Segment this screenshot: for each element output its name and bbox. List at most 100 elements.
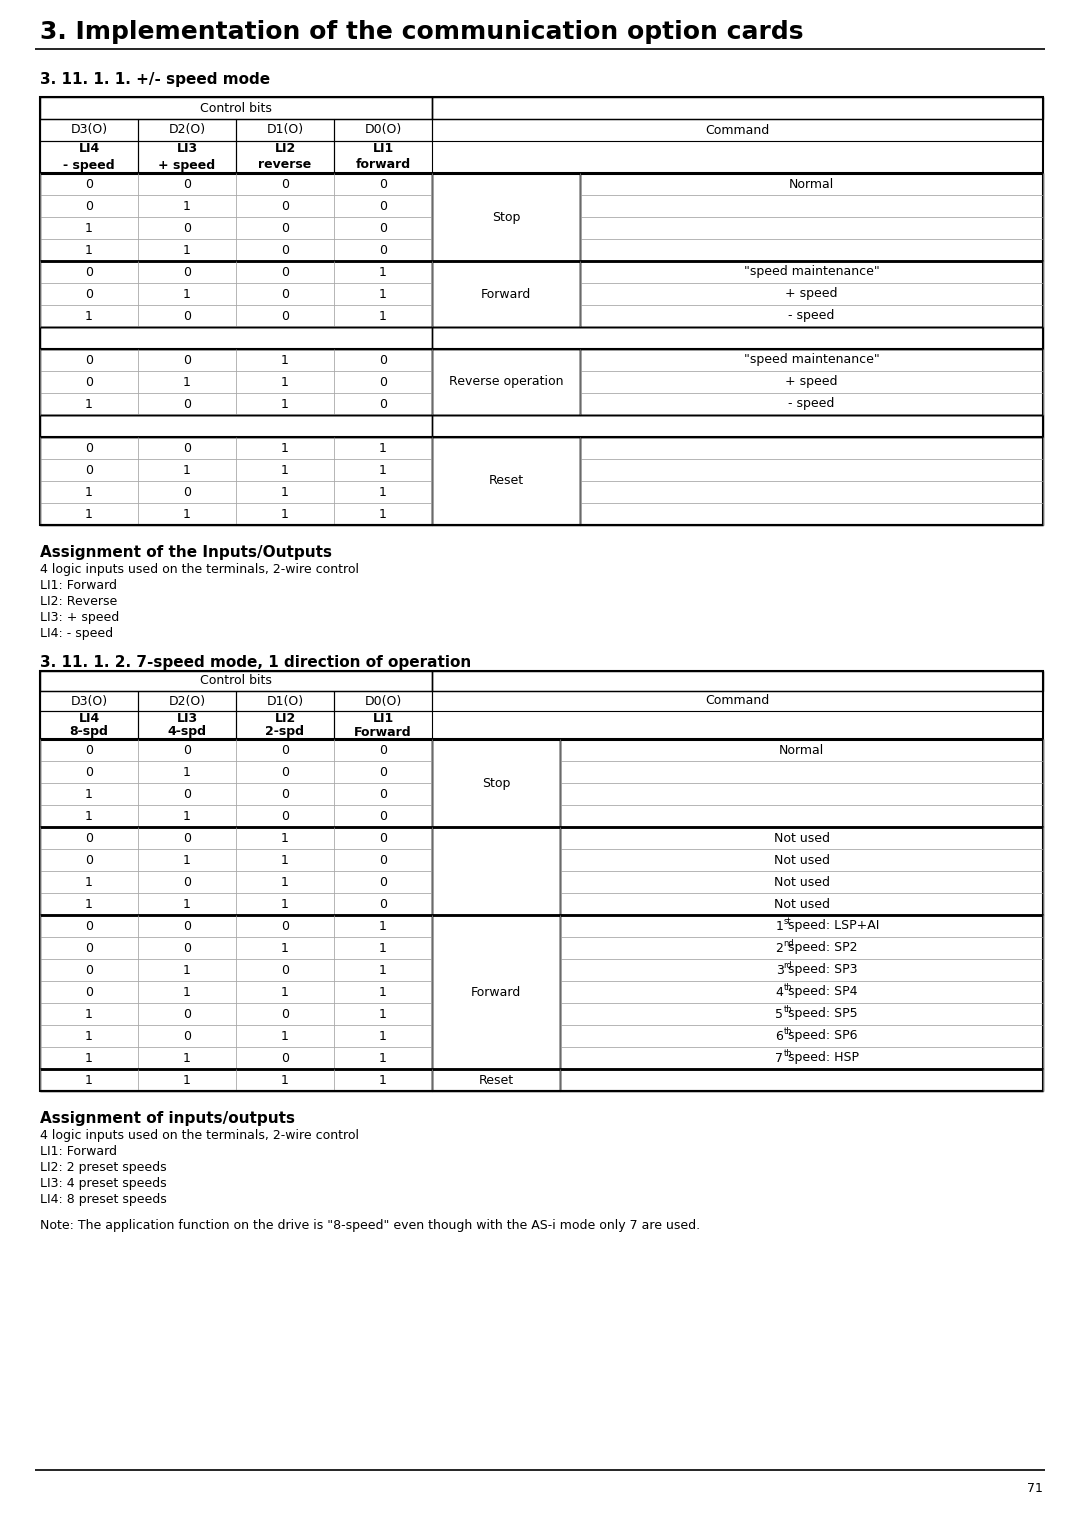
Bar <box>432 350 580 415</box>
Text: + speed: + speed <box>159 159 216 171</box>
Text: 1: 1 <box>184 964 191 976</box>
Text: 1: 1 <box>184 287 191 301</box>
Text: 1: 1 <box>281 376 289 388</box>
Text: 1: 1 <box>379 441 387 455</box>
Bar <box>237 140 334 173</box>
Text: forward: forward <box>355 159 410 171</box>
Text: 0: 0 <box>183 942 191 954</box>
Text: Not used: Not used <box>773 898 829 910</box>
Text: 0: 0 <box>85 985 93 999</box>
Text: 0: 0 <box>281 1052 289 1064</box>
Text: 1: 1 <box>379 919 387 933</box>
Text: 7: 7 <box>775 1052 783 1064</box>
Text: th: th <box>783 982 792 991</box>
Bar <box>432 670 1043 692</box>
Text: 0: 0 <box>183 919 191 933</box>
Text: 1: 1 <box>85 1073 93 1087</box>
Bar <box>561 828 1043 915</box>
Text: 0: 0 <box>281 310 289 322</box>
Text: 0: 0 <box>379 744 387 756</box>
Text: 1: 1 <box>379 464 387 476</box>
Text: 1: 1 <box>184 854 191 866</box>
Text: 1: 1 <box>379 942 387 954</box>
Text: 0: 0 <box>281 177 289 191</box>
Text: 3: 3 <box>775 964 783 976</box>
Bar <box>40 119 138 140</box>
Text: 1: 1 <box>184 464 191 476</box>
Text: Command: Command <box>705 124 770 136</box>
Text: 0: 0 <box>85 177 93 191</box>
Text: 0: 0 <box>183 441 191 455</box>
Text: Not used: Not used <box>773 854 829 866</box>
Bar <box>432 415 1043 437</box>
Text: speed: HSP: speed: HSP <box>784 1052 860 1064</box>
Text: 1: 1 <box>85 243 93 257</box>
Text: Not used: Not used <box>773 832 829 844</box>
Text: 0: 0 <box>281 809 289 823</box>
Text: D1(O): D1(O) <box>267 124 303 136</box>
Text: 0: 0 <box>379 353 387 366</box>
Text: 1: 1 <box>379 1052 387 1064</box>
Bar <box>40 140 138 173</box>
Text: Reset: Reset <box>478 1073 514 1087</box>
Text: Control bits: Control bits <box>200 101 272 115</box>
Text: 1: 1 <box>85 310 93 322</box>
Text: 1: 1 <box>85 397 93 411</box>
Text: Assignment of the Inputs/Outputs: Assignment of the Inputs/Outputs <box>40 545 332 560</box>
Text: 1: 1 <box>184 507 191 521</box>
Bar <box>580 350 1043 415</box>
Text: 0: 0 <box>85 942 93 954</box>
Bar <box>40 327 432 350</box>
Text: 1: 1 <box>281 1029 289 1043</box>
Text: 1: 1 <box>85 1008 93 1020</box>
Text: 0: 0 <box>85 919 93 933</box>
Text: 0: 0 <box>183 1008 191 1020</box>
Text: 0: 0 <box>379 788 387 800</box>
Text: 4: 4 <box>775 985 783 999</box>
Text: Reset: Reset <box>488 475 524 487</box>
Text: 1: 1 <box>281 464 289 476</box>
Text: 0: 0 <box>183 832 191 844</box>
Text: 1: 1 <box>85 1052 93 1064</box>
Bar <box>432 692 1043 712</box>
Text: 2-spd: 2-spd <box>266 725 305 739</box>
Bar <box>40 712 138 739</box>
Text: 1: 1 <box>85 221 93 235</box>
Text: LI3: LI3 <box>176 712 198 724</box>
Text: 0: 0 <box>379 221 387 235</box>
Text: 0: 0 <box>379 177 387 191</box>
Bar <box>40 670 1043 1090</box>
Text: 1: 1 <box>379 486 387 498</box>
Text: 5: 5 <box>775 1008 783 1020</box>
Text: D0(O): D0(O) <box>364 124 402 136</box>
Text: 0: 0 <box>281 200 289 212</box>
Text: 0: 0 <box>281 243 289 257</box>
Text: 0: 0 <box>183 744 191 756</box>
Text: + speed: + speed <box>785 376 838 388</box>
Text: LI3: LI3 <box>176 142 198 156</box>
Text: Note: The application function on the drive is "8-speed" even though with the AS: Note: The application function on the dr… <box>40 1219 700 1232</box>
Text: 0: 0 <box>281 744 289 756</box>
Text: Forward: Forward <box>471 985 522 999</box>
Text: 1: 1 <box>85 507 93 521</box>
Text: Normal: Normal <box>788 177 834 191</box>
Text: 0: 0 <box>85 376 93 388</box>
Text: Command: Command <box>705 695 770 707</box>
Text: Control bits: Control bits <box>200 675 272 687</box>
Text: 1: 1 <box>379 1008 387 1020</box>
Text: 1: 1 <box>281 985 289 999</box>
Bar <box>40 915 432 1069</box>
Text: 0: 0 <box>85 353 93 366</box>
Text: 0: 0 <box>85 832 93 844</box>
Text: - speed: - speed <box>788 310 835 322</box>
Text: 1: 1 <box>379 287 387 301</box>
Text: 1: 1 <box>281 854 289 866</box>
Bar <box>237 712 334 739</box>
Text: 0: 0 <box>281 964 289 976</box>
Text: 0: 0 <box>379 854 387 866</box>
Bar <box>432 828 561 915</box>
Bar <box>432 261 580 327</box>
Text: 0: 0 <box>379 898 387 910</box>
Bar <box>432 119 1043 140</box>
Text: D0(O): D0(O) <box>364 695 402 707</box>
